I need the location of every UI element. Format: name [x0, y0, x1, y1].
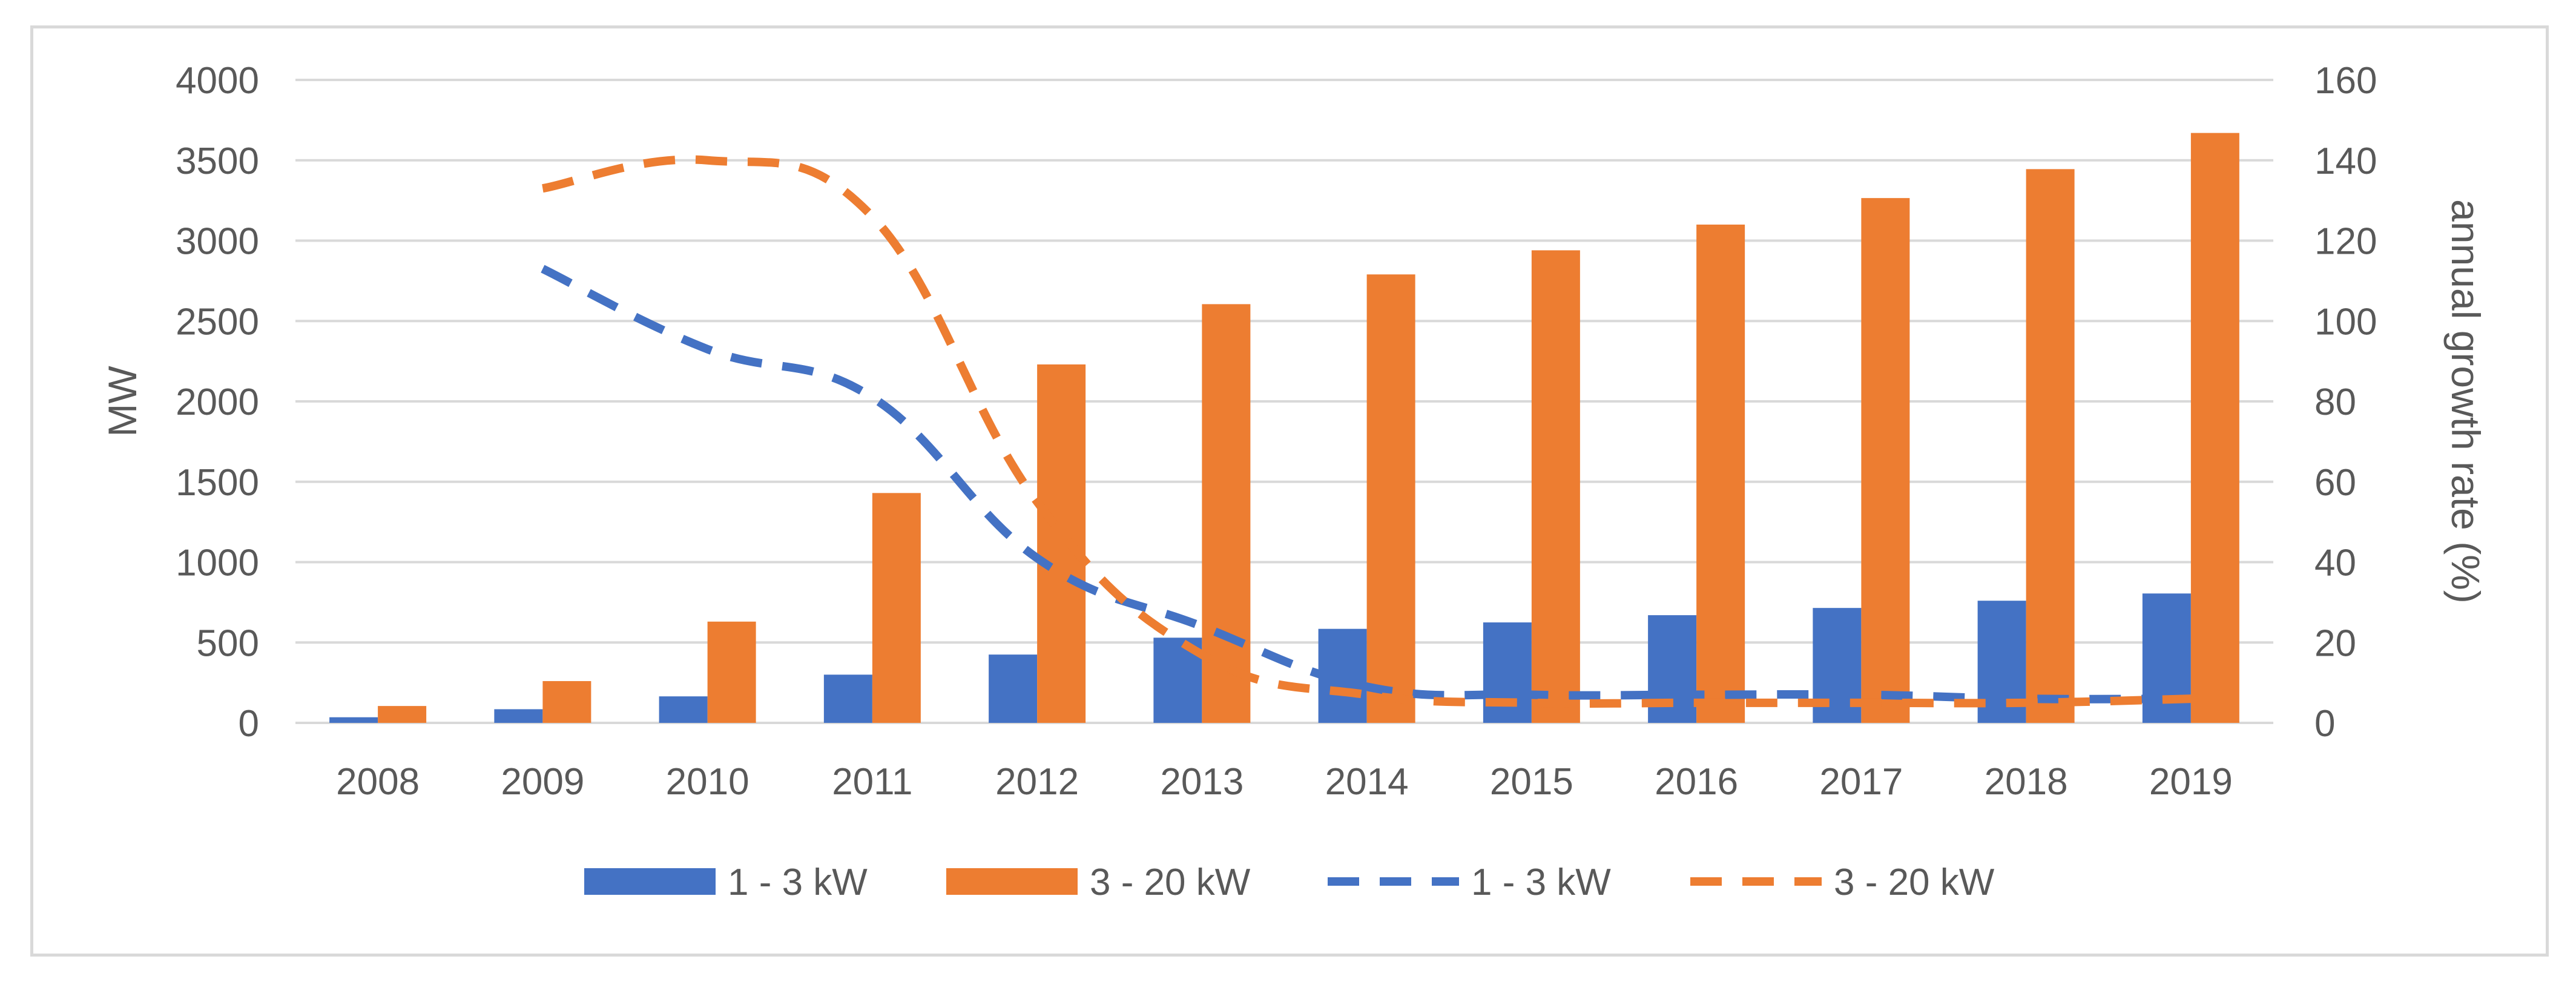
bar-1-3kW-2009	[494, 709, 543, 723]
x-tick-label: 2013	[1160, 761, 1244, 803]
x-tick-label: 2011	[832, 761, 912, 803]
y-tick-label-left: 0	[239, 703, 259, 745]
y-tick-label-left: 1000	[176, 542, 259, 584]
x-tick-label: 2019	[2149, 761, 2233, 803]
y-tick-label-left: 3500	[176, 140, 259, 182]
y-axis-title-right: annual growth rate (%)	[2443, 199, 2488, 604]
y-tick-label-right: 160	[2314, 60, 2377, 102]
bar-3-20kW-2008	[378, 706, 427, 723]
y-tick-label-right: 40	[2314, 542, 2356, 584]
bar-3-20kW-2009	[542, 680, 591, 723]
bar-3-20kW-2011	[872, 493, 921, 723]
bar-1-3kW-2015	[1483, 622, 1532, 723]
legend-label: 3 - 20 kW	[1834, 862, 1995, 903]
bar-3-20kW-2013	[1202, 304, 1251, 723]
y-tick-label-left: 3000	[176, 221, 259, 263]
y-tick-label-right: 140	[2314, 140, 2377, 182]
line-3-20kW	[542, 155, 2192, 708]
bar-3-20kW-2012	[1037, 364, 1086, 723]
x-tick-label: 2012	[995, 761, 1079, 803]
legend-label: 1 - 3 kW	[1471, 862, 1611, 903]
x-tick-label: 2014	[1325, 761, 1409, 803]
y-axis-title-left: MW	[100, 366, 145, 437]
y-axis-left-ticks: 0 500 1000 1500 2000 2500 3000 3500 4000	[176, 60, 259, 745]
y-tick-label-right: 80	[2314, 381, 2356, 423]
legend-label: 3 - 20 kW	[1090, 862, 1251, 903]
bar-3-20kW-2015	[1531, 250, 1580, 723]
y-tick-label-left: 4000	[176, 60, 259, 102]
x-tick-label: 2017	[1819, 761, 1903, 803]
y-tick-label-right: 120	[2314, 221, 2377, 263]
bar-3-20kW-2017	[1861, 198, 1910, 723]
y-tick-label-left: 1500	[176, 462, 259, 504]
x-tick-label: 2009	[501, 761, 584, 803]
y-tick-label-left: 2500	[176, 301, 259, 343]
x-tick-label: 2008	[336, 761, 420, 803]
bar-3-20kW-2018	[2026, 169, 2075, 723]
legend-swatch-bar	[584, 868, 716, 895]
gridlines	[295, 79, 2273, 724]
x-axis-ticks: 2008 2009 2010 2011 2012 2013 2014 2015 2016 2017…	[336, 761, 2233, 803]
legend-label: 1 - 3 kW	[728, 862, 868, 903]
y-axis-right-ticks: 0 20 40 60 80 100 120 140 160	[2314, 60, 2377, 745]
bar-3-20kW-2010	[707, 621, 756, 723]
y-tick-label-right: 100	[2314, 301, 2377, 343]
y-tick-label-right: 0	[2314, 703, 2335, 745]
chart-frame	[30, 25, 2549, 957]
bar-1-3kW-2010	[659, 696, 708, 723]
bar-1-3kW-2012	[989, 654, 1038, 723]
y-tick-label-left: 2000	[176, 381, 259, 423]
legend-swatch-bar	[946, 868, 1078, 895]
bar-1-3kW-2008	[329, 717, 378, 723]
bar-3-20kW-2016	[1696, 224, 1745, 723]
bar-1-3kW-2011	[823, 674, 872, 723]
line-series	[541, 155, 2192, 708]
legend: 1 - 3 kW 3 - 20 kW 1 - 3 kW 3 - 20 kW	[584, 862, 1995, 903]
x-tick-label: 2018	[1985, 761, 2068, 803]
y-tick-label-right: 20	[2314, 622, 2356, 664]
y-tick-label-left: 500	[197, 622, 259, 664]
line-1-3kW	[541, 265, 2191, 704]
x-tick-label: 2015	[1490, 761, 1573, 803]
bar-series	[329, 133, 2239, 723]
bar-3-20kW-2014	[1366, 274, 1415, 723]
y-tick-label-right: 60	[2314, 462, 2356, 504]
bar-3-20kW-2019	[2190, 133, 2239, 723]
x-tick-label: 2016	[1655, 761, 1738, 803]
x-tick-label: 2010	[666, 761, 749, 803]
